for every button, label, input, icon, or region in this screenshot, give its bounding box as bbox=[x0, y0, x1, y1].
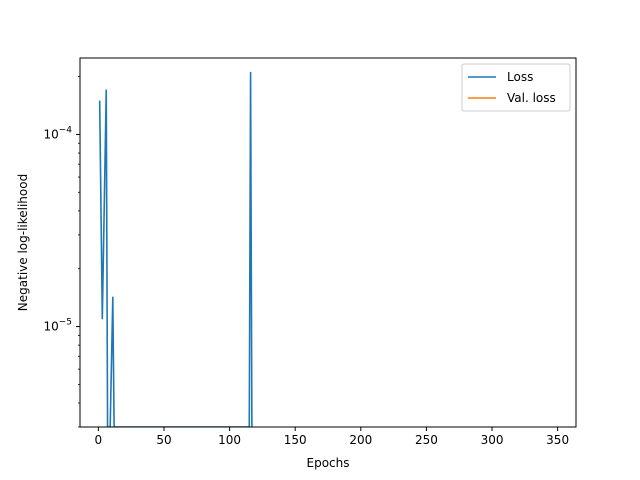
x-tick-label: 150 bbox=[284, 433, 307, 447]
y-tick-label: 10−4 bbox=[43, 125, 72, 141]
y-axis-label: Negative log-likelihood bbox=[16, 174, 30, 311]
x-axis-label: Epochs bbox=[307, 456, 350, 470]
plot-area bbox=[80, 58, 576, 427]
x-tick-label: 300 bbox=[481, 433, 504, 447]
legend-label-val-loss: Val. loss bbox=[507, 91, 556, 105]
axes-frame bbox=[79, 57, 577, 428]
legend-label-loss: Loss bbox=[507, 70, 533, 84]
y-tick-label: 10−5 bbox=[43, 318, 72, 334]
x-tick-label: 200 bbox=[349, 433, 372, 447]
x-tick-label: 100 bbox=[218, 433, 241, 447]
axes-layer: 0 50 100 150 200 250 300 350 10−5 10−4 bbox=[43, 57, 577, 447]
series-line-loss bbox=[98, 71, 253, 427]
legend: Loss Val. loss bbox=[461, 63, 571, 112]
x-tick-label: 0 bbox=[95, 433, 103, 447]
x-tick-label: 50 bbox=[156, 433, 171, 447]
x-tick-label: 250 bbox=[415, 433, 438, 447]
series-layer bbox=[98, 71, 253, 427]
legend-box bbox=[461, 63, 571, 112]
x-tick-label: 350 bbox=[546, 433, 569, 447]
plot-background bbox=[80, 58, 576, 427]
